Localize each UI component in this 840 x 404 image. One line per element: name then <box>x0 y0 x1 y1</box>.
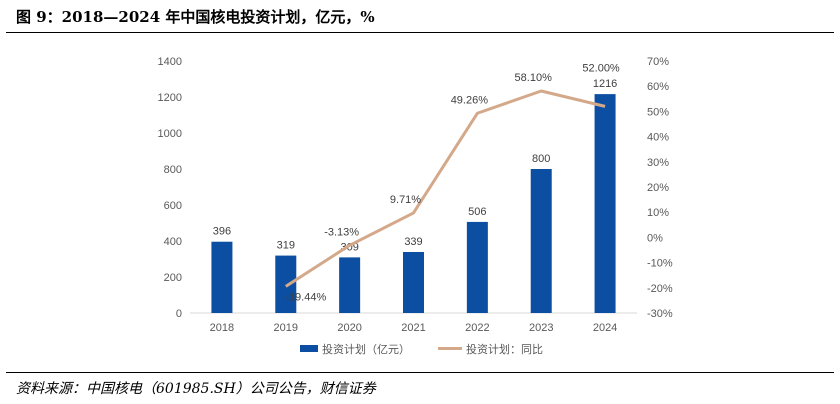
x-tick-label: 2018 <box>210 322 234 334</box>
bar <box>339 257 361 313</box>
x-tick-label: 2021 <box>401 322 425 334</box>
x-tick-label: 2024 <box>593 322 617 334</box>
line-value-label: 58.10% <box>515 72 553 84</box>
y-tick-label: 600 <box>164 200 182 212</box>
bar <box>466 221 488 313</box>
x-tick-label: 2020 <box>337 322 361 334</box>
x-tick-label: 2023 <box>529 322 553 334</box>
line-value-label: 52.00% <box>582 62 620 74</box>
y2-tick-label: 10% <box>647 207 669 219</box>
x-tick-label: 2019 <box>274 322 298 334</box>
legend-bar-swatch <box>300 345 318 352</box>
line-value-label: 9.71% <box>390 194 421 206</box>
legend-line-label: 投资计划：同比 <box>466 342 543 356</box>
y2-tick-label: -10% <box>647 258 673 270</box>
bar <box>403 251 424 313</box>
bar <box>211 241 233 313</box>
y-tick-label: 200 <box>164 272 182 284</box>
y2-tick-label: -20% <box>647 283 673 295</box>
y-tick-label: 0 <box>176 308 182 320</box>
page-title: 图 9：2018—2024 年中国核电投资计划，亿元，% <box>16 8 375 26</box>
bar-value-label: 1216 <box>593 78 617 90</box>
y2-tick-label: 0% <box>647 232 663 244</box>
bar-series <box>211 94 616 314</box>
bar <box>275 255 297 313</box>
y2-tick-label: 20% <box>647 182 669 194</box>
y-tick-label: 1400 <box>158 56 182 68</box>
right-axis: -30% -20% -10% 0% 10% 20% 30% 40% 50% 60% 70% <box>647 56 673 320</box>
y2-tick-label: 30% <box>647 157 669 169</box>
y-tick-label: 400 <box>164 236 182 248</box>
line-value-label: 49.26% <box>451 94 489 106</box>
y2-tick-label: 50% <box>647 106 669 118</box>
y-tick-label: 800 <box>164 164 182 176</box>
y-tick-label: 1000 <box>158 128 182 140</box>
x-tick-label: 2022 <box>465 322 489 334</box>
bar-value-label: 319 <box>277 240 295 252</box>
bar-value-label: 396 <box>213 226 231 238</box>
source-note: 资料来源：中国核电（601985.SH）公司公告，财信证券 <box>16 381 376 397</box>
line-value-label: -19.44% <box>285 291 326 303</box>
bottom-divider <box>6 372 834 373</box>
y2-tick-label: -30% <box>647 308 673 320</box>
chart: 0 200 400 600 800 1000 1200 1400 -30% -20% -10% 0%… <box>158 56 673 356</box>
bar-value-label: 506 <box>468 206 486 218</box>
top-divider <box>6 32 834 33</box>
y2-tick-label: 70% <box>647 56 669 68</box>
bar <box>530 169 552 313</box>
bar <box>594 94 616 314</box>
legend-bar-label: 投资计划（亿元） <box>322 342 410 356</box>
bar-value-label: 800 <box>532 153 550 165</box>
legend: 投资计划（亿元） 投资计划：同比 <box>300 342 543 356</box>
left-axis: 0 200 400 600 800 1000 1200 1400 <box>158 56 182 320</box>
x-axis: 2018 2019 2020 2021 2022 2023 2024 <box>210 322 618 334</box>
y2-tick-label: 60% <box>647 81 669 93</box>
line-labels: -19.44% -3.13% 9.71% 49.26% 58.10% 52.00% <box>285 62 620 303</box>
line-series <box>284 89 606 288</box>
y-tick-label: 1200 <box>158 92 182 104</box>
y2-tick-label: 40% <box>647 132 669 144</box>
bar-value-label: 339 <box>404 236 422 248</box>
yoy-line <box>284 89 606 288</box>
line-value-label: -3.13% <box>324 226 359 238</box>
